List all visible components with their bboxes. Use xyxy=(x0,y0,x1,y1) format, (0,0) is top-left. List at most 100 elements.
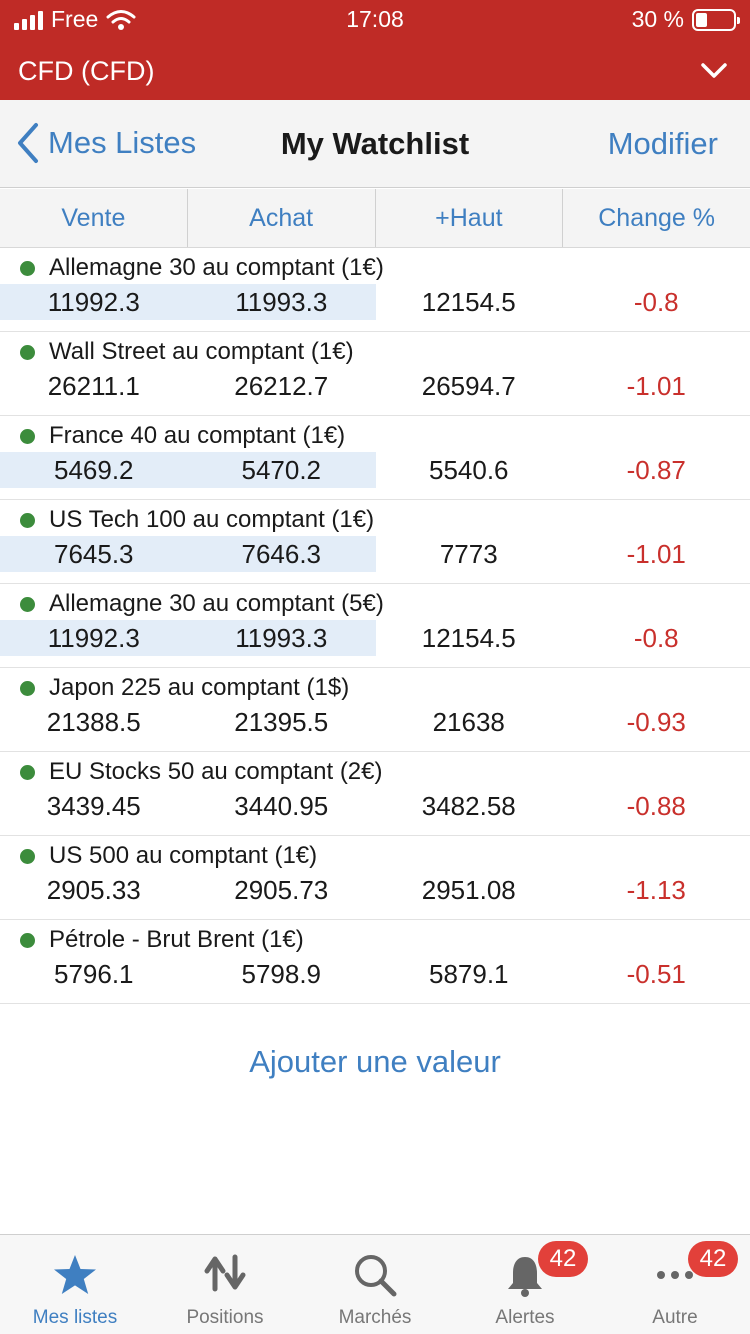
buy-price[interactable]: 3440.95 xyxy=(234,791,329,821)
price-values: 11992.3 11993.3 12154.5 -0.8 xyxy=(0,284,750,320)
price-values: 26211.1 26212.7 26594.7 -1.01 xyxy=(0,368,750,404)
buy-price[interactable]: 21395.5 xyxy=(234,707,329,737)
change-percent: -0.8 xyxy=(633,287,679,317)
change-percent: -0.87 xyxy=(626,455,686,485)
watchlist-row[interactable]: Japon 225 au comptant (1$) 21388.5 21395… xyxy=(0,668,750,752)
edit-button[interactable]: Modifier xyxy=(607,126,718,161)
buy-price[interactable]: 11993.3 xyxy=(235,623,328,653)
watchlist-row[interactable]: US 500 au comptant (1€) 2905.33 2905.73 … xyxy=(0,836,750,920)
market-open-dot-icon xyxy=(20,512,35,528)
change-percent: -0.93 xyxy=(626,707,686,737)
sell-price[interactable]: 3439.45 xyxy=(46,791,141,821)
buy-price[interactable]: 11993.3 xyxy=(235,287,328,317)
price-highlight xyxy=(0,536,376,572)
instrument-name: EU Stocks 50 au comptant (2€) xyxy=(20,758,383,786)
sell-price[interactable]: 26211.1 xyxy=(47,371,140,401)
account-title: CFD (CFD) xyxy=(18,56,155,86)
star-icon xyxy=(54,1255,96,1294)
market-open-dot-icon xyxy=(20,932,35,948)
sell-price[interactable]: 2905.33 xyxy=(46,875,141,905)
change-percent: -1.13 xyxy=(626,875,686,905)
watchlist-row[interactable]: Allemagne 30 au comptant (1€) 11992.3 11… xyxy=(0,248,750,332)
watchlist-row[interactable]: Allemagne 30 au comptant (5€) 11992.3 11… xyxy=(0,584,750,668)
market-open-dot-icon xyxy=(20,764,35,780)
status-left: Free xyxy=(14,6,136,33)
account-selector[interactable]: CFD (CFD) xyxy=(0,44,750,100)
price-values: 11992.3 11993.3 12154.5 -0.8 xyxy=(0,620,750,656)
sell-price[interactable]: 11992.3 xyxy=(47,623,140,653)
add-instrument-button[interactable]: Ajouter une valeur xyxy=(249,1044,501,1079)
buy-price[interactable]: 5798.9 xyxy=(241,959,322,989)
carrier-label: Free xyxy=(51,6,99,32)
instrument-name: Wall Street au comptant (1€) xyxy=(20,338,354,366)
top-band: Free 17:08 30 % CFD (CFD) xyxy=(0,0,750,100)
watchlist-row[interactable]: France 40 au comptant (1€) 5469.2 5470.2… xyxy=(0,416,750,500)
battery-percent: 30 % xyxy=(631,6,684,32)
column-header-buy[interactable]: Achat xyxy=(188,189,376,247)
more-badge: 42 xyxy=(688,1241,738,1277)
sell-price[interactable]: 5796.1 xyxy=(53,959,134,989)
market-open-dot-icon xyxy=(20,260,35,276)
column-header-sell[interactable]: Vente xyxy=(0,189,188,247)
tab-autre[interactable]: 42 Autre xyxy=(600,1235,750,1334)
buy-price[interactable]: 26212.7 xyxy=(234,371,329,401)
buy-price[interactable]: 7646.3 xyxy=(241,539,322,569)
instrument-name: Japon 225 au comptant (1$) xyxy=(20,674,349,702)
back-label: Mes Listes xyxy=(48,125,197,160)
instrument-name: US 500 au comptant (1€) xyxy=(20,842,317,870)
watchlist-row[interactable]: Pétrole - Brut Brent (1€) 5796.1 5798.9 … xyxy=(0,920,750,1004)
back-button[interactable]: Mes Listes xyxy=(16,122,196,164)
tab-label: Mes listes xyxy=(32,1307,118,1328)
tab-alertes[interactable]: 42 Alertes xyxy=(450,1235,600,1334)
search-icon xyxy=(355,1255,397,1297)
instrument-label: EU Stocks 50 au comptant (2€) xyxy=(49,758,383,785)
instrument-name: US Tech 100 au comptant (1€) xyxy=(20,506,374,534)
instrument-label: Allemagne 30 au comptant (1€) xyxy=(49,254,384,281)
instrument-name: France 40 au comptant (1€) xyxy=(20,422,345,450)
tab-bar: Mes listes Positions Marchés 42 Alertes … xyxy=(0,1234,750,1334)
change-percent: -1.01 xyxy=(626,371,686,401)
market-open-dot-icon xyxy=(20,680,35,696)
watchlist-row[interactable]: Wall Street au comptant (1€) 26211.1 262… xyxy=(0,332,750,416)
instrument-label: France 40 au comptant (1€) xyxy=(49,422,346,449)
high-price: 26594.7 xyxy=(421,371,516,401)
high-price: 3482.58 xyxy=(421,791,516,821)
signal-icon xyxy=(14,10,43,30)
chevron-left-icon xyxy=(18,123,38,163)
instrument-name: Pétrole - Brut Brent (1€) xyxy=(20,926,304,954)
watchlist: Allemagne 30 au comptant (1€) 11992.3 11… xyxy=(0,248,750,1004)
tab-mes-listes[interactable]: Mes listes xyxy=(0,1235,150,1334)
buy-price[interactable]: 2905.73 xyxy=(234,875,329,905)
high-price: 7773 xyxy=(439,539,498,569)
tab-positions[interactable]: Positions xyxy=(150,1235,300,1334)
tab-label: Autre xyxy=(652,1307,698,1328)
sell-price[interactable]: 5469.2 xyxy=(53,455,134,485)
price-values: 5469.2 5470.2 5540.6 -0.87 xyxy=(0,452,750,488)
column-header-high[interactable]: +Haut xyxy=(376,189,564,247)
price-values: 2905.33 2905.73 2951.08 -1.13 xyxy=(0,872,750,908)
battery-icon xyxy=(692,8,740,31)
instrument-label: Pétrole - Brut Brent (1€) xyxy=(49,926,304,953)
tab-label: Positions xyxy=(186,1307,264,1328)
buy-price[interactable]: 5470.2 xyxy=(241,455,322,485)
high-price: 5540.6 xyxy=(428,455,509,485)
chevron-down-icon[interactable] xyxy=(700,56,728,84)
instrument-label: Wall Street au comptant (1€) xyxy=(49,338,354,365)
tab-label: Marchés xyxy=(338,1307,412,1328)
instrument-label: US 500 au comptant (1€) xyxy=(49,842,318,869)
price-highlight xyxy=(0,452,376,488)
tab-marches[interactable]: Marchés xyxy=(300,1235,450,1334)
change-percent: -1.01 xyxy=(626,539,686,569)
sell-price[interactable]: 7645.3 xyxy=(53,539,134,569)
column-header-change[interactable]: Change % xyxy=(598,204,715,232)
price-values: 21388.5 21395.5 21638 -0.93 xyxy=(0,704,750,740)
change-percent: -0.51 xyxy=(626,959,686,989)
alerts-badge: 42 xyxy=(538,1241,588,1277)
watchlist-row[interactable]: US Tech 100 au comptant (1€) 7645.3 7646… xyxy=(0,500,750,584)
column-headers: Vente Achat +Haut Change % xyxy=(0,189,750,248)
watchlist-row[interactable]: EU Stocks 50 au comptant (2€) 3439.45 34… xyxy=(0,752,750,836)
sell-price[interactable]: 21388.5 xyxy=(46,707,141,737)
bell-icon xyxy=(508,1257,542,1297)
high-price: 12154.5 xyxy=(421,623,516,653)
sell-price[interactable]: 11992.3 xyxy=(47,287,140,317)
